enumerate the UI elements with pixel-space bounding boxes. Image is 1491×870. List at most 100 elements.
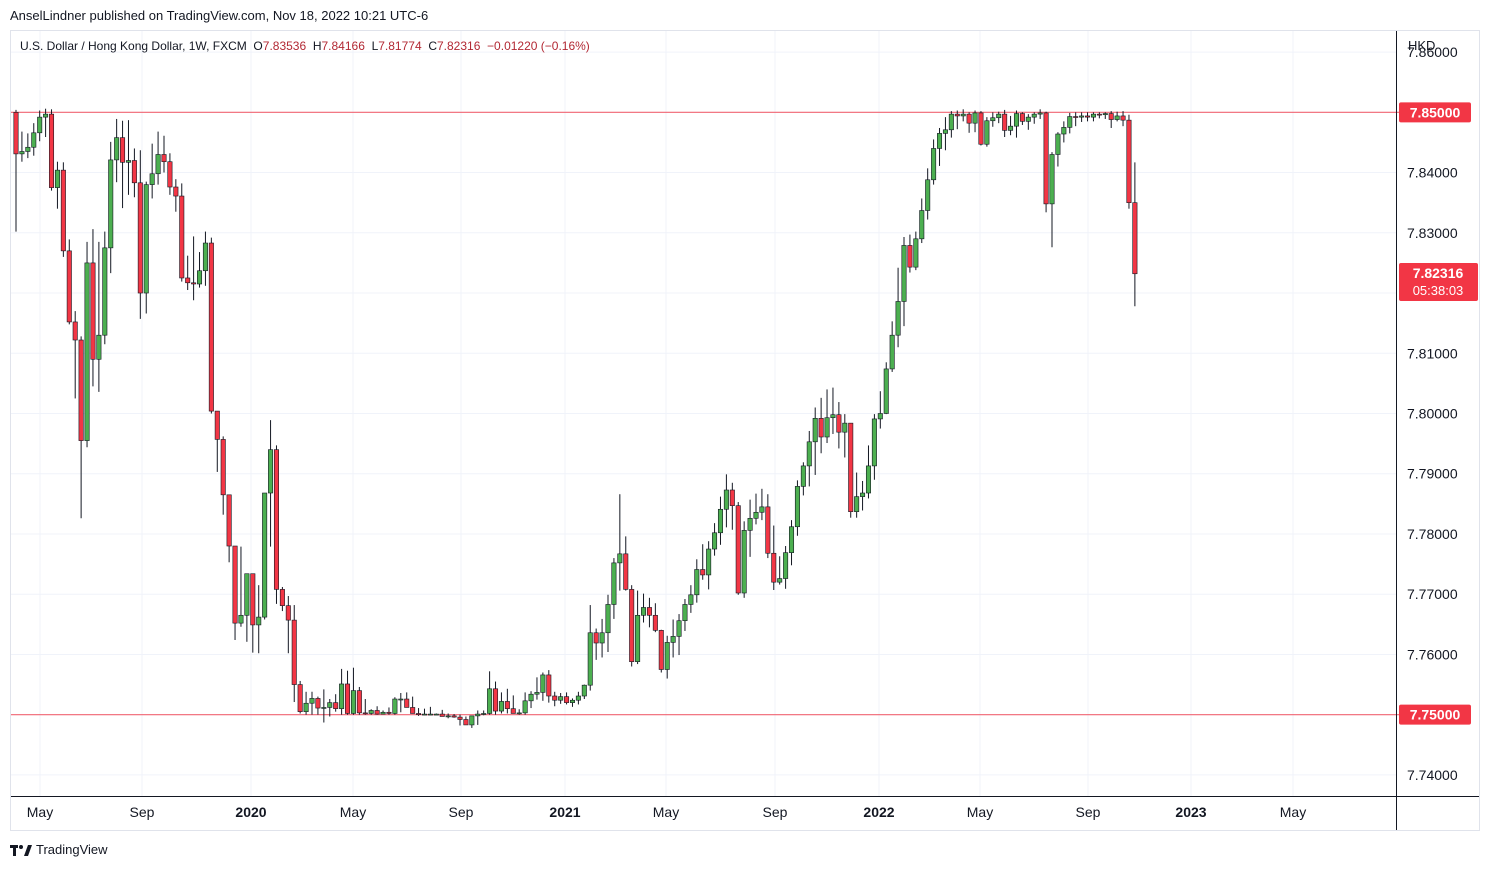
candle-body [836, 414, 842, 433]
candle-body [564, 696, 570, 703]
candle-body [599, 632, 605, 644]
candle [262, 492, 268, 620]
candle [1055, 132, 1061, 167]
candle-body [783, 552, 789, 579]
candle-body [848, 422, 854, 512]
candle [1031, 112, 1037, 124]
candle-body [262, 492, 268, 618]
candle [789, 520, 795, 566]
candle-body [327, 702, 333, 708]
tradingview-brand-label: TradingView [36, 842, 108, 857]
candle-body [90, 262, 96, 360]
x-axis[interactable]: May Sep 2020 May Sep 2021 May Sep 2022 May Sep 2023… [27, 804, 1306, 820]
candle [960, 109, 966, 122]
candle [72, 311, 78, 399]
candle [948, 111, 954, 138]
candle [362, 699, 368, 715]
candle-body [552, 695, 558, 701]
candle [421, 708, 427, 716]
candle-body [321, 707, 327, 709]
candle-body [268, 449, 274, 494]
candle-body [244, 573, 250, 616]
candle [427, 706, 433, 716]
legend-close-key: C [428, 39, 437, 53]
candle-body [842, 422, 848, 433]
candle [1090, 112, 1096, 122]
candle-body [1043, 112, 1049, 205]
candle [1108, 111, 1114, 128]
legend-open-value: 7.83536 [262, 39, 307, 53]
symbol-legend: U.S. Dollar / Hong Kong Dollar, 1W, FXCM… [20, 39, 590, 53]
candle-body [1079, 115, 1085, 118]
candle-body [475, 713, 481, 717]
candle-body [273, 449, 279, 590]
candle [712, 523, 718, 556]
candle-body [481, 713, 487, 715]
candle [978, 111, 984, 146]
candle [309, 691, 315, 715]
candle-body [723, 489, 729, 510]
candle-body [771, 552, 777, 583]
candle-body [972, 112, 978, 124]
candle [907, 234, 913, 273]
candle [1037, 109, 1043, 119]
candle [629, 585, 635, 667]
x-tick-label: Sep [449, 804, 474, 820]
candle-body [948, 113, 954, 131]
legend-symbol[interactable]: U.S. Dollar / Hong Kong Dollar, 1W, FXCM [20, 39, 247, 53]
candle-body [522, 700, 528, 714]
candle-body [510, 708, 516, 714]
legend-open-key: O [253, 39, 263, 53]
candle [504, 688, 510, 714]
candle [1114, 111, 1120, 122]
candle-body [575, 695, 581, 701]
x-tick-label: 2023 [1175, 804, 1206, 820]
candle [753, 493, 759, 525]
candle-body [238, 614, 244, 624]
y-axis[interactable]: 7.860007.840007.830007.820007.810007.800… [1407, 44, 1458, 783]
candle [937, 127, 943, 166]
candle [1073, 112, 1079, 127]
candle-body [623, 553, 629, 590]
candle [848, 422, 854, 518]
candle-body [1090, 113, 1096, 118]
candle-body [907, 245, 913, 268]
candle-body [303, 702, 309, 712]
candle-body [581, 684, 587, 697]
candle [143, 181, 149, 314]
legend-low-key: L [371, 39, 379, 53]
candle-body [1102, 113, 1108, 116]
candle [1002, 109, 1008, 138]
candle [90, 229, 96, 387]
candle [1008, 115, 1014, 136]
candle [729, 482, 735, 530]
candle [13, 109, 19, 232]
candle-body [516, 712, 522, 715]
last-price-label: 7.82316 [1413, 265, 1464, 281]
candle [883, 362, 889, 415]
candle [931, 139, 937, 185]
candle [108, 141, 114, 274]
candle [996, 111, 1002, 124]
candle [723, 474, 729, 528]
candle [865, 445, 871, 499]
candle [191, 236, 197, 301]
candle-body [125, 160, 131, 163]
x-tick-label: 2021 [549, 804, 580, 820]
candle [1079, 112, 1085, 122]
tradingview-brand[interactable]: TradingView [10, 842, 108, 857]
candle [179, 183, 185, 282]
y-tick-label: 7.77000 [1407, 586, 1458, 602]
candle-body [1049, 154, 1055, 205]
candle-body [43, 113, 49, 118]
candle-body [871, 418, 877, 467]
candle [279, 586, 285, 612]
candle [131, 148, 137, 198]
candle-body [1073, 116, 1079, 118]
candle [356, 686, 362, 715]
candle [688, 585, 694, 613]
candle-body [404, 698, 410, 708]
candle-body [747, 518, 753, 531]
candle [327, 699, 333, 717]
